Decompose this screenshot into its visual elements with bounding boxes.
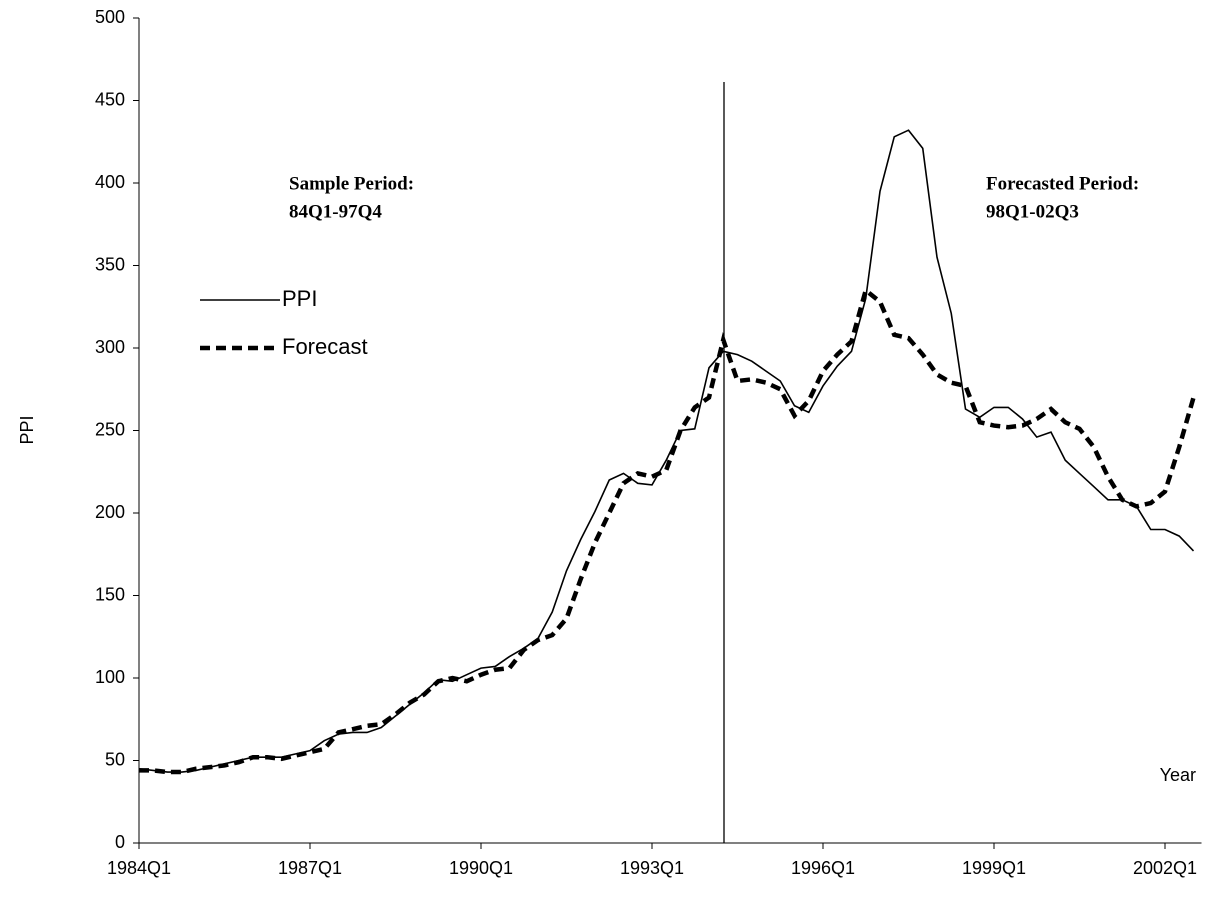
y-tick-label: 400 bbox=[95, 172, 125, 192]
x-tick-label: 1993Q1 bbox=[620, 858, 684, 878]
x-tick-label: 1999Q1 bbox=[962, 858, 1026, 878]
x-axis-label: Year bbox=[1160, 765, 1196, 785]
y-tick-label: 350 bbox=[95, 254, 125, 274]
y-tick-label: 250 bbox=[95, 419, 125, 439]
y-tick-label: 450 bbox=[95, 89, 125, 109]
data-line bbox=[139, 286, 1196, 775]
y-axis-label: PPI bbox=[17, 415, 37, 444]
annotation: Forecasted Period: bbox=[986, 173, 1139, 194]
x-tick-label: 2002Q1 bbox=[1133, 858, 1197, 878]
x-tick-label: 1990Q1 bbox=[449, 858, 513, 878]
x-tick-label: 1987Q1 bbox=[278, 858, 342, 878]
annotation: 84Q1-97Q4 bbox=[289, 201, 382, 222]
y-tick-label: 50 bbox=[105, 749, 125, 769]
data-line bbox=[138, 129, 1195, 773]
x-tick-label: 1984Q1 bbox=[107, 858, 171, 878]
annotation: Sample Period: bbox=[289, 173, 414, 194]
y-tick-label: 200 bbox=[95, 502, 125, 522]
annotation: 98Q1-02Q3 bbox=[986, 201, 1079, 222]
y-tick-label: 500 bbox=[95, 7, 125, 27]
legend-label: PPI bbox=[282, 286, 317, 311]
y-tick-label: 100 bbox=[95, 667, 125, 687]
y-tick-label: 150 bbox=[95, 584, 125, 604]
y-tick-label: 300 bbox=[95, 337, 125, 357]
legend-label: Forecast bbox=[282, 334, 368, 359]
y-tick-label: 0 bbox=[115, 832, 125, 852]
x-tick-label: 1996Q1 bbox=[791, 858, 855, 878]
